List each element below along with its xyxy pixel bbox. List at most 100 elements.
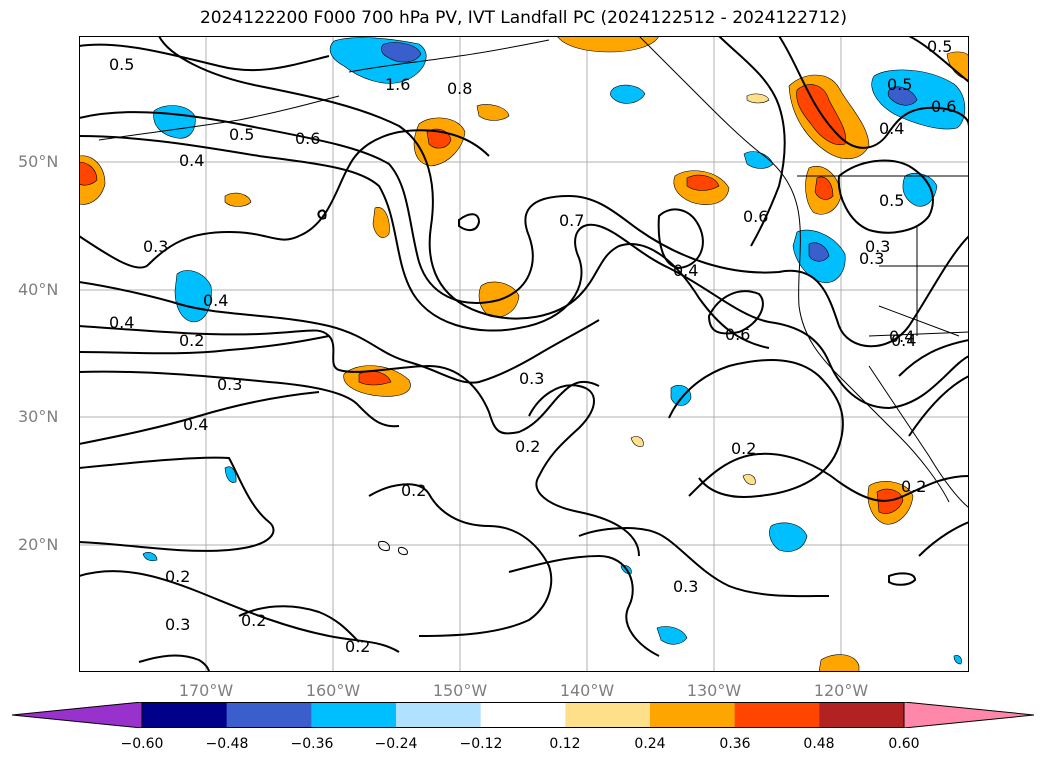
contour-label: 0.8 [447, 79, 472, 98]
colorbar-tick: −0.48 [205, 736, 249, 752]
pv-contour [238, 605, 360, 643]
pv-contour [888, 572, 917, 586]
contour-label: 0.2 [731, 439, 756, 458]
contour-label: 0.7 [559, 211, 584, 230]
lat-label-50n: 50°N [18, 152, 59, 171]
positive-core [78, 161, 98, 186]
negative-blob [670, 385, 692, 406]
negative-blob [610, 84, 646, 104]
contour-label: 0.4 [179, 151, 204, 170]
pv-contour [138, 654, 210, 673]
shaded-anomalies [78, 35, 970, 673]
colorbar-extend-max [904, 702, 1034, 728]
colorbar-tick: −0.60 [120, 736, 164, 752]
colorbar-segment [650, 702, 736, 728]
coastline-alaska [348, 39, 550, 73]
contour-labels: 0.5 0.5 1.6 0.8 0.5 0.6 0.4 0.3 0.7 0.6 … [109, 37, 956, 656]
coastline-hawaii [378, 541, 408, 555]
pv-contour [368, 483, 553, 637]
contour-label: 0.2 [179, 331, 204, 350]
contour-label: 0.6 [743, 207, 768, 226]
negative-blob [656, 626, 688, 645]
lon-label-140w: 140°W [559, 681, 615, 700]
map-title: 2024122200 F000 700 hPa PV, IVT Landfall… [199, 8, 847, 28]
colorbar-tick: −0.12 [459, 736, 503, 752]
lon-label-160w: 160°W [305, 681, 361, 700]
contour-label: 0.2 [515, 437, 540, 456]
colorbar-frame-left [11, 701, 143, 729]
contour-label: 0.4 [891, 331, 916, 350]
contour-label: 0.3 [859, 249, 884, 268]
contour-label: 0.3 [217, 375, 242, 394]
contour-label: 0.5 [927, 37, 952, 56]
pv-contour [508, 554, 660, 657]
positive-blob [476, 104, 510, 121]
contour-label: 0.3 [143, 237, 168, 256]
negative-core [808, 242, 830, 262]
contour-label: 0.2 [241, 611, 266, 630]
colorbar-segment [565, 702, 651, 728]
negative-blob [902, 173, 938, 207]
pv-contour [908, 375, 970, 437]
pv-contour [688, 452, 970, 502]
colorbar-tick: 0.24 [634, 736, 666, 752]
contour-label: 0.4 [109, 313, 134, 332]
positive-core [426, 128, 452, 149]
pv-contour [78, 456, 275, 552]
contour-label: 0.3 [519, 369, 544, 388]
pv-contour [657, 208, 704, 270]
pv-contour [528, 384, 640, 557]
pv-contour [668, 359, 844, 498]
contour-label: 0.2 [401, 481, 426, 500]
border-us-mexico [868, 331, 970, 337]
pv-contour [78, 111, 970, 348]
colorbar-segments [12, 702, 1034, 728]
lat-label-30n: 30°N [18, 407, 59, 426]
colorbar-segment [396, 702, 482, 728]
pv-contour [898, 339, 970, 377]
pv-contour [78, 570, 400, 653]
negative-blob [142, 552, 158, 562]
colorbar-segment [480, 702, 566, 728]
contour-label: 0.5 [109, 55, 134, 74]
contour-label: 0.3 [165, 615, 190, 634]
lon-label-120w: 120°W [813, 681, 869, 700]
negative-blob [953, 655, 962, 665]
colorbar-segment [734, 702, 820, 728]
map-svg: 0.5 0.5 1.6 0.8 0.5 0.6 0.4 0.3 0.7 0.6 … [78, 35, 970, 673]
lat-label-20n: 20°N [18, 535, 59, 554]
pv-contour [707, 290, 764, 335]
contour-label: 0.3 [865, 237, 890, 256]
colorbar [11, 701, 1035, 729]
positive-core [814, 176, 834, 200]
pv-contour [918, 521, 970, 557]
contour-label: 0.5 [229, 125, 254, 144]
positive-blob [746, 93, 770, 104]
lon-label-170w: 170°W [178, 681, 234, 700]
contour-label: 0.6 [725, 325, 750, 344]
contour-label: 0.6 [931, 97, 956, 116]
pv-contour [78, 391, 320, 445]
colorbar-extend-min [12, 702, 142, 728]
colorbar-svg [11, 701, 1035, 729]
coastline-aleutians [98, 95, 340, 141]
coastline-bc [638, 35, 950, 503]
colorbar-tick: −0.36 [290, 736, 334, 752]
positive-blob [556, 35, 660, 53]
pv-contour [837, 159, 934, 234]
contour-label: 0.4 [889, 327, 914, 346]
pv-contour [778, 35, 970, 149]
contour-label: 1.6 [385, 75, 410, 94]
pv-contour [78, 43, 330, 72]
colorbar-tick: 0.12 [549, 736, 581, 752]
coastline-baja [868, 365, 970, 509]
lon-label-130w: 130°W [686, 681, 742, 700]
colorbar-segment [142, 702, 228, 728]
contour-label: 0.2 [165, 567, 190, 586]
pv-contour [78, 335, 330, 355]
colorbar-tick: −0.24 [374, 736, 418, 752]
contour-label: 0.3 [673, 577, 698, 596]
pv-contour [317, 209, 327, 220]
pv-contour [78, 129, 490, 269]
pv-contour [578, 527, 830, 598]
